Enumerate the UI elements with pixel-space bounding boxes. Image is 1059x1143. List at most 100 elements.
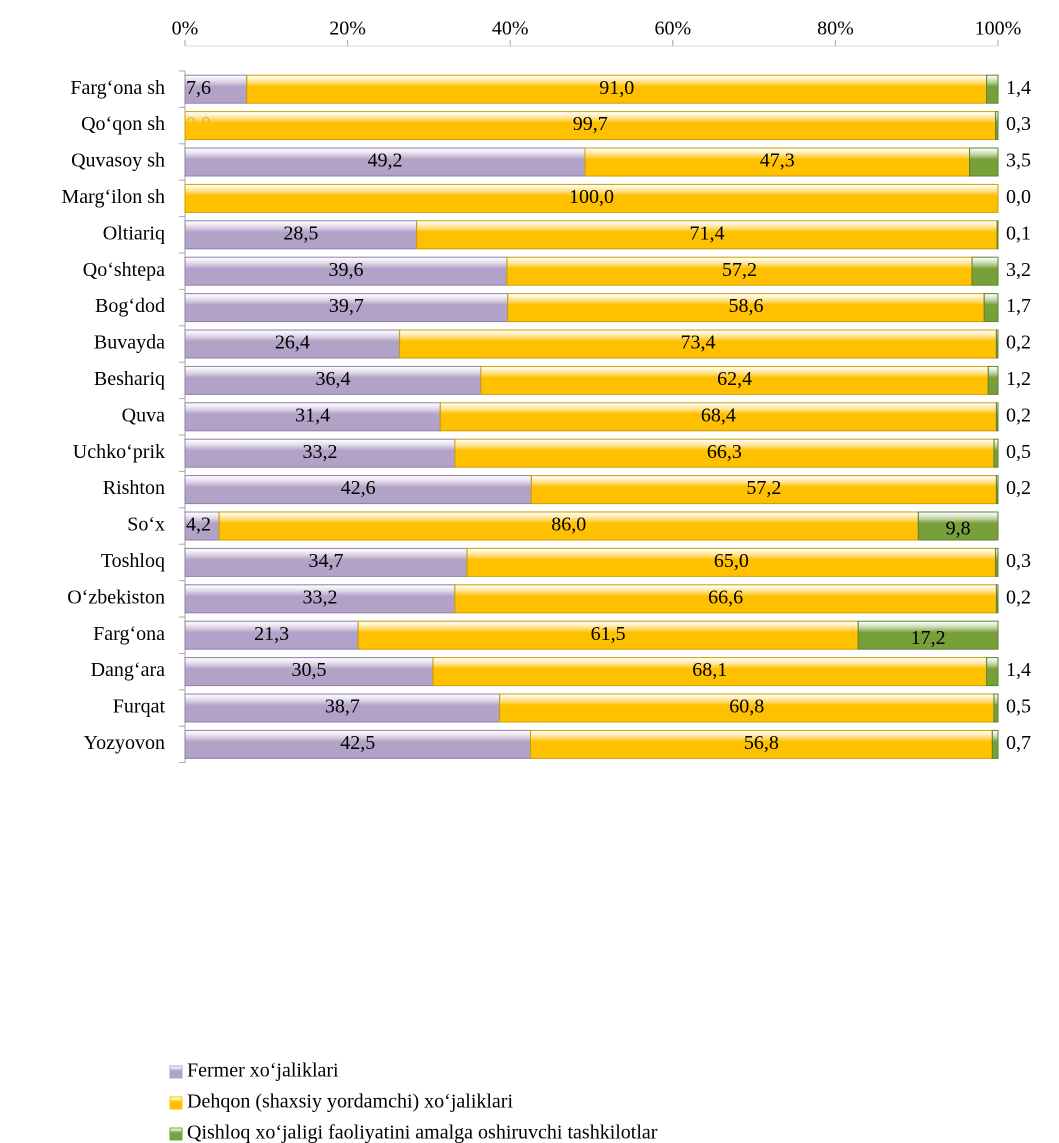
x-tick-label: 60% [654, 18, 691, 40]
data-label: 47,3 [760, 150, 795, 172]
data-label: 65,0 [714, 550, 749, 572]
bar-segment [530, 729, 993, 759]
data-label: 42,6 [341, 477, 376, 499]
data-label: 38,7 [325, 696, 360, 718]
y-tick-label: Beshariq [94, 368, 165, 390]
bar-segment [246, 74, 988, 104]
data-label: 100,0 [569, 186, 614, 208]
bar-segment [454, 584, 997, 614]
y-tick-label: Farg‘ona [93, 623, 165, 645]
data-label: 1,7 [1006, 295, 1031, 317]
bar-segment [499, 693, 995, 723]
data-label: 28,5 [283, 222, 318, 244]
bar-segment [184, 620, 359, 650]
data-label: 0,2 [1006, 332, 1031, 354]
data-label: 1,4 [1006, 659, 1031, 681]
y-tick-label: So‘x [127, 514, 165, 536]
bar-segment [184, 547, 468, 577]
data-label: 0,2 [1006, 404, 1031, 426]
data-label: 68,1 [692, 659, 727, 681]
bar-segment [969, 147, 999, 177]
bar-segment [184, 584, 456, 614]
data-label: 91,0 [599, 77, 634, 99]
bar-segment [184, 329, 401, 359]
data-label: 36,4 [315, 368, 350, 390]
y-tick-label: O‘zbekiston [67, 586, 165, 608]
data-label: 0,2 [1006, 586, 1031, 608]
y-tick-label: Yozyovon [84, 732, 165, 754]
bar-segment [971, 256, 999, 286]
y-tick-label: Farg‘ona sh [70, 77, 165, 99]
data-label: 31,4 [295, 404, 330, 426]
bar-segment [218, 511, 919, 541]
legend-swatch [169, 1127, 183, 1141]
bar-segment [432, 657, 988, 687]
data-label: 1,4 [1006, 77, 1031, 99]
y-tick-label: Dang‘ara [91, 659, 166, 681]
data-label: 1,2 [1006, 368, 1031, 390]
data-label: 42,5 [340, 732, 375, 754]
data-label: 4,2 [186, 514, 211, 536]
bar-segment [416, 220, 998, 250]
y-tick-label: Quva [122, 404, 165, 426]
bar-segment [987, 365, 999, 395]
y-tick-label: Bog‘dod [95, 295, 165, 317]
bar-segment [184, 729, 532, 759]
x-tick-label: 80% [817, 18, 854, 40]
bar-segment [993, 693, 999, 723]
y-tick-label: Uchko‘prik [73, 441, 165, 463]
data-label: 21,3 [254, 623, 289, 645]
data-label: 39,6 [328, 259, 363, 281]
x-tick-label: 40% [492, 18, 529, 40]
data-label: 66,6 [708, 586, 743, 608]
legend-label: Qishloq xo‘jaligi faoliyatini amalga osh… [187, 1122, 658, 1143]
bar-segment [439, 402, 997, 432]
data-label: 33,2 [302, 441, 337, 463]
data-label: 71,4 [689, 222, 724, 244]
bar-segment [184, 475, 532, 505]
bar-segment [917, 511, 999, 541]
bar-segment [184, 657, 434, 687]
data-label: 68,4 [701, 404, 736, 426]
bar-segment [184, 183, 999, 213]
data-label: 26,4 [275, 332, 310, 354]
bar-segment [184, 111, 997, 141]
data-label: 0,3 [1006, 113, 1031, 135]
data-label: 99,7 [573, 113, 608, 135]
bar-segment [995, 475, 999, 505]
x-tick-label: 100% [975, 18, 1022, 40]
data-label: 3,5 [1006, 150, 1031, 172]
bar-segment [996, 220, 999, 250]
y-tick-label: Marg‘ilon sh [61, 186, 165, 208]
data-label: 39,7 [329, 295, 364, 317]
data-label: 61,5 [591, 623, 626, 645]
bar-segment [857, 620, 999, 650]
bar-segment [184, 402, 441, 432]
legend-swatch [169, 1096, 183, 1110]
bar-segment [993, 438, 999, 468]
bar-segment [466, 547, 997, 577]
bar-segment [184, 256, 508, 286]
bar-segment [530, 475, 997, 505]
data-label: 7,6 [186, 77, 211, 99]
data-label: 60,8 [729, 696, 764, 718]
y-tick-label: Oltiariq [103, 222, 165, 244]
data-label: 9,8 [946, 518, 971, 540]
bar-segment [184, 293, 509, 323]
bar-segment [995, 329, 999, 359]
bar-segment [184, 511, 220, 541]
bar-segment [184, 365, 482, 395]
x-tick-label: 20% [329, 18, 366, 40]
data-label: 30,5 [291, 659, 326, 681]
bar-segment [995, 111, 999, 141]
data-label: 0,2 [1006, 477, 1031, 499]
data-label: 56,8 [744, 732, 779, 754]
data-label: 62,4 [717, 368, 752, 390]
y-tick-label: Furqat [113, 696, 166, 718]
y-tick-label: Qo‘qon sh [81, 113, 165, 135]
data-label: 0,7 [1006, 732, 1031, 754]
bar-segment [184, 438, 456, 468]
bar-segment [986, 74, 999, 104]
x-tick-label: 0% [172, 18, 199, 40]
